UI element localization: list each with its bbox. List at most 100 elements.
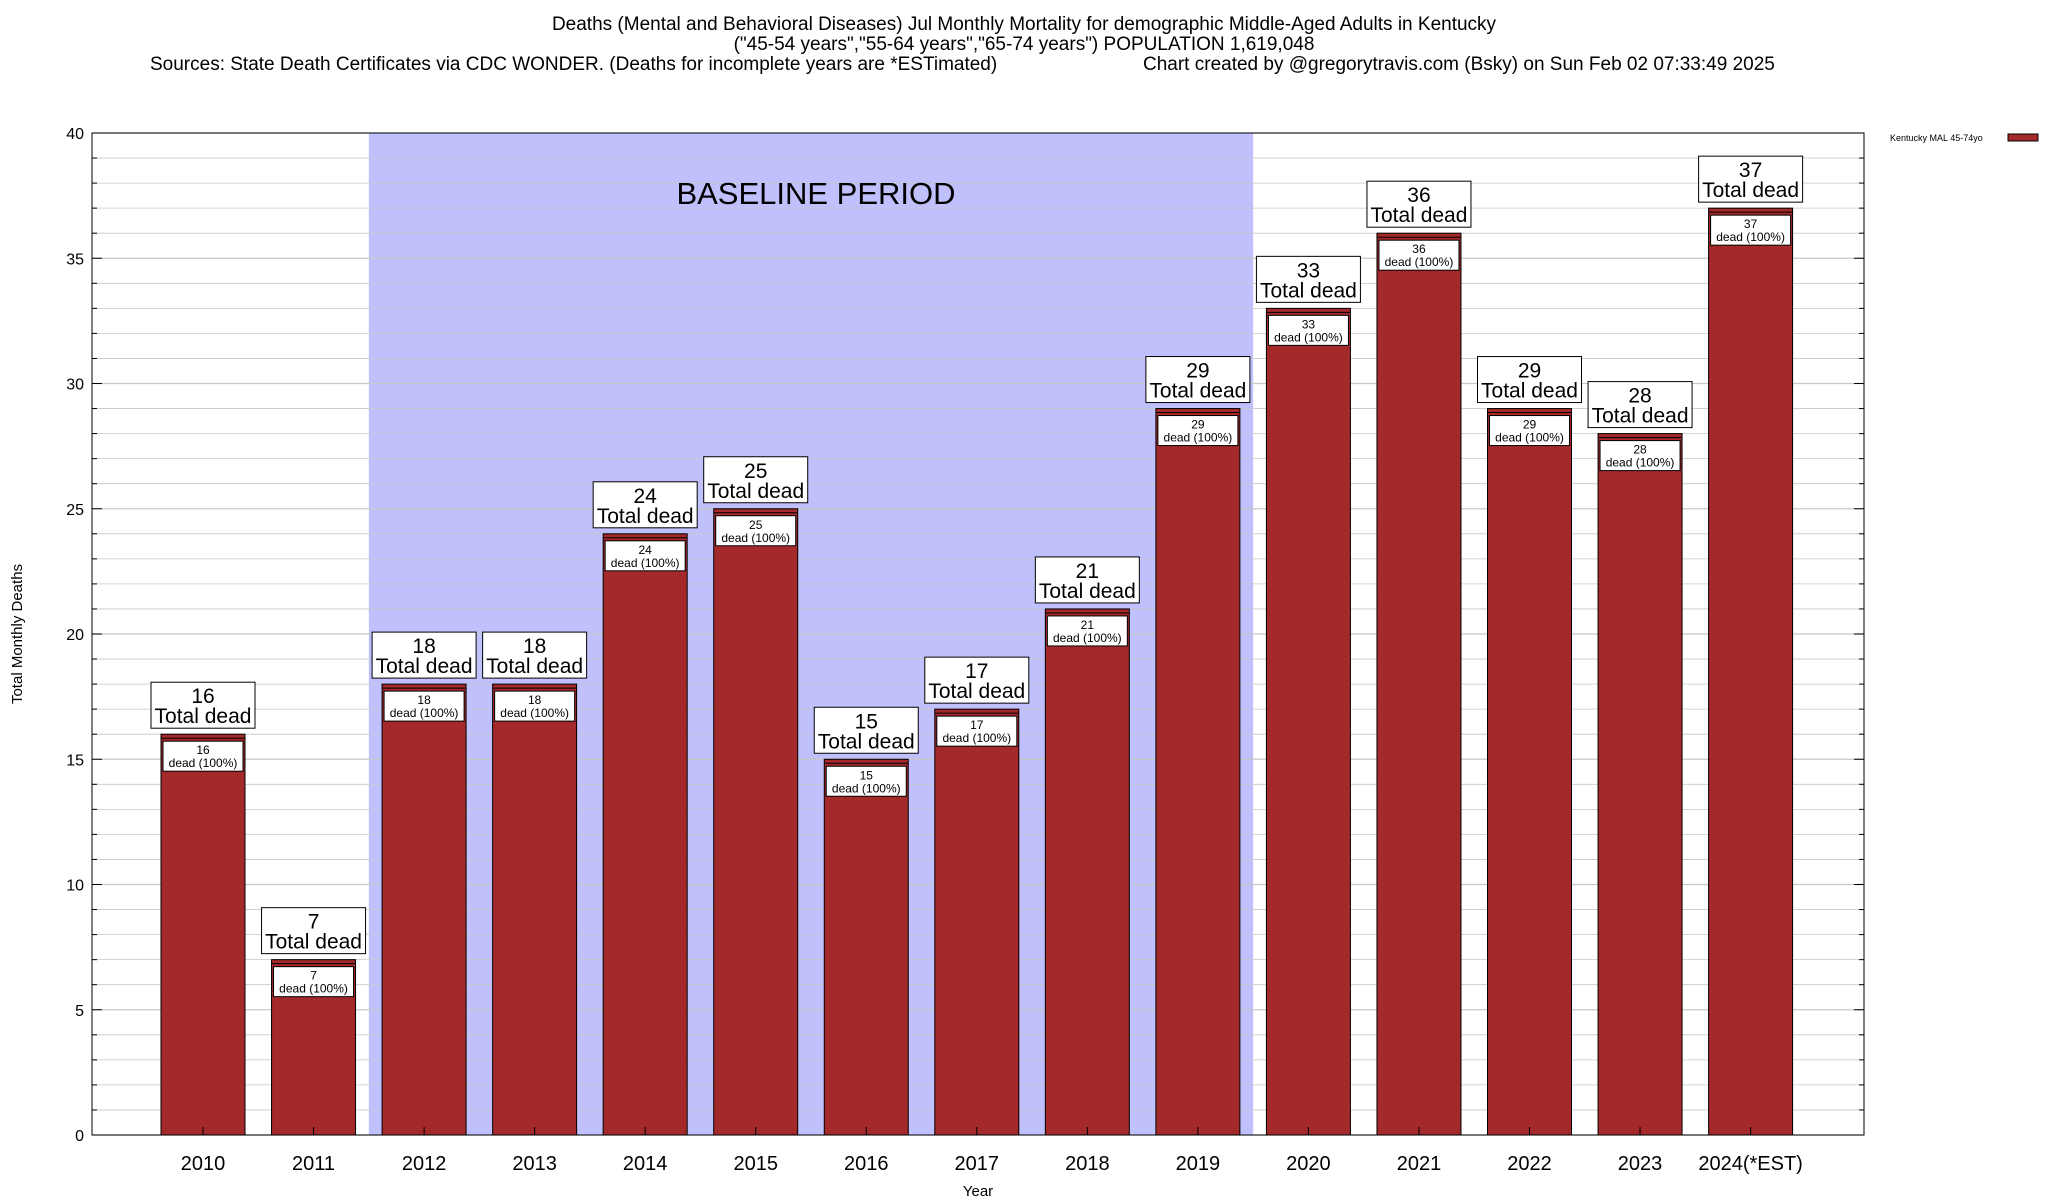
inner-label-box — [1046, 615, 1128, 647]
inner-value-label: 29 — [1191, 418, 1205, 432]
inner-percent-label: dead (100%) — [1164, 431, 1233, 445]
bar — [381, 683, 467, 1136]
total-label-box — [1145, 356, 1251, 404]
bar — [1487, 408, 1573, 1136]
x-tick-label: 2013 — [512, 1153, 557, 1175]
inner-value-label: 36 — [1412, 242, 1426, 256]
inner-percent-label: dead (100%) — [721, 531, 790, 545]
inner-label-box — [604, 540, 686, 572]
chart-sources: Sources: State Death Certificates via CD… — [150, 54, 998, 75]
inner-value-label: 7 — [310, 969, 317, 983]
total-value-label: 25 — [744, 460, 767, 483]
x-tick-label: 2020 — [1286, 1153, 1331, 1175]
inner-percent-label: dead (100%) — [1274, 330, 1343, 344]
inner-percent-label: dead (100%) — [611, 556, 680, 570]
inner-percent-label: dead (100%) — [1716, 230, 1785, 244]
x-tick-label: 2014 — [623, 1153, 668, 1175]
bar — [160, 733, 246, 1136]
total-value-label: 24 — [633, 485, 657, 508]
y-tick-label: 40 — [66, 126, 84, 143]
total-dead-label: Total dead — [928, 680, 1025, 703]
total-dead-label: Total dead — [818, 730, 915, 753]
total-dead-label: Total dead — [707, 480, 804, 503]
x-axis-label: Year — [963, 1183, 993, 1200]
inner-label-box — [1157, 415, 1239, 447]
total-dead-label: Total dead — [1592, 405, 1689, 428]
inner-value-label: 15 — [860, 768, 874, 782]
bar — [1708, 207, 1794, 1136]
bar — [934, 708, 1020, 1136]
total-dead-label: Total dead — [1039, 580, 1136, 603]
baseline-period-label: BASELINE PERIOD — [676, 176, 955, 211]
y-tick-label: 0 — [75, 1128, 84, 1145]
inner-percent-label: dead (100%) — [942, 731, 1011, 745]
inner-percent-label: dead (100%) — [169, 756, 238, 770]
total-value-label: 21 — [1076, 560, 1099, 583]
total-dead-label: Total dead — [486, 655, 583, 678]
total-value-label: 15 — [855, 710, 878, 733]
inner-value-label: 28 — [1633, 443, 1647, 457]
y-tick-label: 5 — [75, 1003, 84, 1020]
total-value-label: 33 — [1297, 259, 1320, 282]
chart-credit: Chart created by @gregorytravis.com (Bsk… — [1143, 54, 1775, 75]
inner-value-label: 24 — [638, 543, 652, 557]
x-tick-label: 2024(*EST) — [1698, 1153, 1803, 1175]
total-value-label: 18 — [523, 635, 546, 658]
total-dead-label: Total dead — [1149, 380, 1246, 403]
bar — [1265, 307, 1351, 1136]
inner-label-box — [1378, 239, 1460, 271]
legend-swatch — [2007, 133, 2039, 142]
inner-percent-label: dead (100%) — [390, 706, 459, 720]
total-dead-label: Total dead — [376, 655, 473, 678]
chart-subtitle: ("45-54 years","55-64 years","65-74 year… — [733, 34, 1315, 55]
total-label-box — [924, 656, 1030, 704]
inner-percent-label: dead (100%) — [1606, 456, 1675, 470]
inner-label-box — [494, 690, 576, 722]
bar — [823, 758, 909, 1136]
chart-title: Deaths (Mental and Behavioral Diseases) … — [551, 14, 1497, 35]
legend-label: Kentucky MAL 45-74yo — [1890, 133, 1983, 143]
inner-value-label: 17 — [970, 718, 984, 732]
total-label-box — [1034, 556, 1140, 604]
bar — [713, 508, 799, 1136]
y-tick-label: 35 — [66, 251, 84, 268]
total-dead-label: Total dead — [265, 931, 362, 954]
inner-percent-label: dead (100%) — [1053, 631, 1122, 645]
inner-value-label: 29 — [1523, 418, 1537, 432]
inner-label-box — [383, 690, 465, 722]
bar — [1597, 433, 1683, 1136]
total-value-label: 17 — [965, 660, 988, 683]
bar — [492, 683, 578, 1136]
inner-label-box — [1489, 415, 1571, 447]
inner-value-label: 16 — [196, 743, 210, 757]
x-tick-label: 2023 — [1618, 1153, 1663, 1175]
inner-value-label: 21 — [1081, 618, 1095, 632]
inner-label-box — [1710, 214, 1792, 246]
inner-label-box — [936, 715, 1018, 747]
bar — [602, 533, 688, 1136]
inner-label-box — [825, 765, 907, 797]
x-tick-label: 2017 — [955, 1153, 1000, 1175]
total-label-box — [1587, 381, 1693, 429]
total-label-box — [150, 681, 256, 729]
x-tick-label: 2015 — [733, 1153, 778, 1175]
total-label-box — [592, 481, 698, 529]
inner-value-label: 33 — [1302, 317, 1316, 331]
y-axis-label: Total Monthly Deaths — [9, 564, 26, 704]
inner-value-label: 18 — [528, 693, 542, 707]
inner-percent-label: dead (100%) — [832, 781, 901, 795]
total-label-box — [1698, 155, 1804, 203]
total-dead-label: Total dead — [597, 505, 694, 528]
y-tick-label: 30 — [66, 377, 84, 394]
x-tick-label: 2021 — [1397, 1153, 1442, 1175]
inner-percent-label: dead (100%) — [500, 706, 569, 720]
bar — [1376, 232, 1462, 1136]
total-value-label: 18 — [412, 635, 435, 658]
inner-value-label: 18 — [417, 693, 431, 707]
plot-border — [91, 132, 1865, 1136]
bar — [1155, 408, 1241, 1136]
total-label-box — [1255, 255, 1361, 303]
x-tick-label: 2022 — [1507, 1153, 1552, 1175]
total-label-box — [703, 456, 809, 504]
